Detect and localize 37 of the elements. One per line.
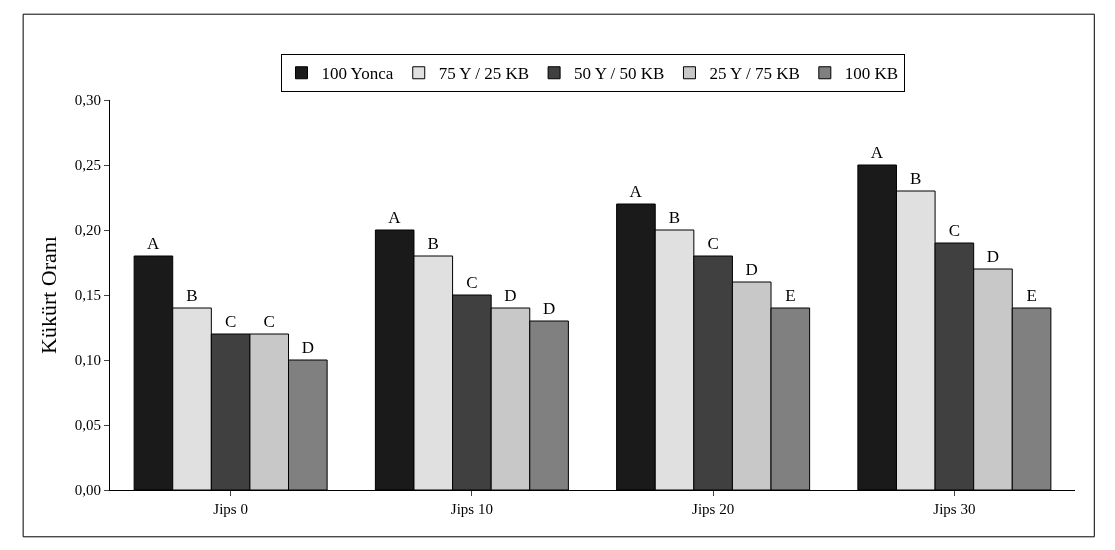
y-axis-title: Kükürt Oranı (36, 236, 61, 354)
y-tick-label: 0,15 (74, 287, 101, 304)
y-tick-label: 0,00 (74, 482, 101, 499)
data-label: B (186, 286, 198, 305)
y-tick-label: 0,10 (74, 352, 101, 369)
data-label: C (466, 273, 478, 292)
data-label: C (224, 312, 237, 331)
data-label: D (986, 247, 1000, 266)
legend-label: 100 Yonca (321, 64, 394, 84)
data-label: D (542, 299, 556, 318)
data-label: D (504, 286, 517, 305)
legend-label: 50 Y / 50 KB (574, 64, 665, 84)
data-label: D (301, 338, 314, 357)
data-label: B (910, 169, 922, 188)
data-label: D (745, 260, 758, 279)
data-label: C (263, 312, 275, 331)
y-tick-label: 0,05 (74, 417, 101, 434)
legend-label: 25 Y / 75 KB (709, 64, 800, 84)
y-tick-label: 0,20 (74, 222, 101, 239)
data-label: A (146, 234, 160, 253)
y-tick-label: 0,25 (74, 157, 101, 174)
data-label: E (1026, 286, 1037, 305)
data-label: A (870, 143, 884, 162)
legend-label: 100 KB (844, 64, 899, 84)
data-label: B (668, 208, 681, 227)
data-label: C (707, 234, 719, 253)
data-label: C (948, 221, 961, 240)
x-tick-label: Jips 30 (933, 501, 976, 517)
legend-label: 75 Y / 25 KB (438, 64, 530, 84)
x-tick-label: Jips 10 (450, 501, 493, 517)
data-label: A (388, 208, 402, 227)
data-label: E (785, 286, 796, 305)
x-tick-label: Jips 0 (213, 501, 248, 517)
data-label: A (629, 182, 643, 201)
x-tick-label: Jips 20 (692, 501, 735, 517)
data-label: B (427, 234, 439, 253)
y-tick-label: 0,30 (74, 92, 101, 109)
